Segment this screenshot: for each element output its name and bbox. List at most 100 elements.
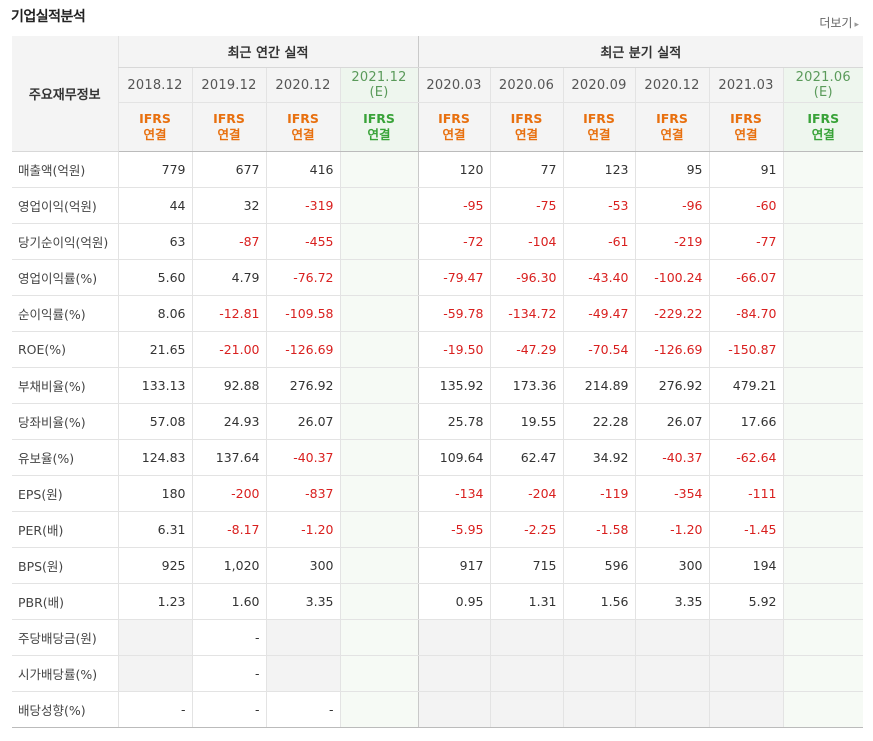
financial-table: 주요재무정보 최근 연간 실적 최근 분기 실적 2018.12 2019.12 2… [12,36,864,728]
period-date: 2021.03 [718,77,774,93]
table-row: 순이익률(%) 8.06 -12.81 -109.58 -59.78 -134.72 -49… [12,295,864,332]
table-row: 시가배당률(%) - [12,655,864,692]
more-link[interactable]: 더보기 ▸ [819,14,859,31]
table-cell: -43.40 [562,259,635,296]
row-label: 매출액(억원) [12,151,118,188]
more-label[interactable]: 더보기 [819,16,853,30]
table-cell [782,223,864,260]
table-row: ROE(%) 21.65 -21.00 -126.69 -19.50 -47.29 -70.… [12,331,864,368]
table-row: 매출액(억원) 779 677 416 120 77 123 95 91 [12,151,864,188]
table-cell: 3.35 [634,583,709,620]
table-cell: 17.66 [708,403,783,440]
row-label: PBR(배) [12,583,118,620]
standard-consolidated: 연결 [291,127,315,142]
table-cell [339,511,418,548]
table-cell: -134 [417,475,490,512]
table-cell: - [191,691,266,728]
table-cell: 925 [117,547,192,584]
table-cell [339,475,418,512]
table-cell: 5.92 [708,583,783,620]
standard-consolidated: 연결 [143,127,167,142]
table-cell: -19.50 [417,331,490,368]
table-row: PER(배) 6.31 -8.17 -1.20 -5.95 -2.25 -1.58 -1.20… [12,511,864,548]
table-cell: 95 [634,151,709,188]
table-cell: 26.07 [265,403,340,440]
table-row: 배당성향(%) - - - [12,691,864,728]
table-cell [782,583,864,620]
table-cell [417,691,490,728]
table-cell: 57.08 [117,403,192,440]
period-header: 2019.12 [191,67,266,103]
table-cell: 6.31 [117,511,192,548]
period-header: 2020.09 [562,67,635,103]
period-date: 2018.12 [127,77,183,93]
table-cell: 1.23 [117,583,192,620]
table-cell: -104 [489,223,563,260]
table-row: 영업이익률(%) 5.60 4.79 -76.72 -79.47 -96.30 -43.40… [12,259,864,296]
table-cell [339,439,418,476]
period-date: 2020.03 [426,77,482,93]
period-header: 2020.06 [489,67,563,103]
table-cell: - [265,691,340,728]
period-header: 2021.12 (E) [339,67,418,103]
table-cell: 4.79 [191,259,266,296]
table-cell: 1.60 [191,583,266,620]
table-cell: -96.30 [489,259,563,296]
row-label: BPS(원) [12,547,118,584]
table-cell: -79.47 [417,259,490,296]
table-cell: -1.20 [265,511,340,548]
table-row: 당기순이익(억원) 63 -87 -455 -72 -104 -61 -219 -77 [12,223,864,260]
standard-consolidated: 연결 [587,127,611,142]
standard-consolidated: 연결 [811,127,835,142]
standard-consolidated: 연결 [734,127,758,142]
period-header: 2020.12 [634,67,709,103]
table-cell: -40.37 [265,439,340,476]
period-date: 2020.09 [571,77,627,93]
group-annual: 최근 연간 실적 [117,36,418,68]
table-cell: -204 [489,475,563,512]
table-cell: - [191,655,266,692]
table-cell: -66.07 [708,259,783,296]
table-cell: 24.93 [191,403,266,440]
table-cell: -47.29 [489,331,563,368]
table-cell [782,655,864,692]
table-cell: 32 [191,187,266,224]
row-label: 영업이익(억원) [12,187,118,224]
table-cell: 25.78 [417,403,490,440]
table-cell [339,547,418,584]
table-cell [339,583,418,620]
table-cell: 8.06 [117,295,192,332]
table-cell: -319 [265,187,340,224]
standard-ifrs: IFRS [287,111,319,126]
table-cell: 715 [489,547,563,584]
table-cell [339,655,418,692]
table-cell: -109.58 [265,295,340,332]
table-cell [489,655,563,692]
table-cell [562,619,635,656]
period-header: 2020.12 [265,67,340,103]
table-cell: -70.54 [562,331,635,368]
table-cell: -53 [562,187,635,224]
table-cell: 214.89 [562,367,635,404]
table-cell: 22.28 [562,403,635,440]
standard-ifrs: IFRS [510,111,543,126]
table-cell [782,403,864,440]
table-cell: 44 [117,187,192,224]
table-cell: -219 [634,223,709,260]
table-cell [782,547,864,584]
table-cell: 34.92 [562,439,635,476]
table-cell: -59.78 [417,295,490,332]
table-cell: -111 [708,475,783,512]
table-cell [782,367,864,404]
table-cell: -61 [562,223,635,260]
standard-ifrs: IFRS [583,111,615,126]
table-cell: -72 [417,223,490,260]
table-cell [782,475,864,512]
table-cell: -2.25 [489,511,563,548]
row-label: PER(배) [12,511,118,548]
table-cell [782,187,864,224]
period-date: 2021.12 [351,70,407,85]
table-cell: -60 [708,187,783,224]
accounting-standard: IFRS 연결 [562,102,635,152]
table-cell [339,259,418,296]
